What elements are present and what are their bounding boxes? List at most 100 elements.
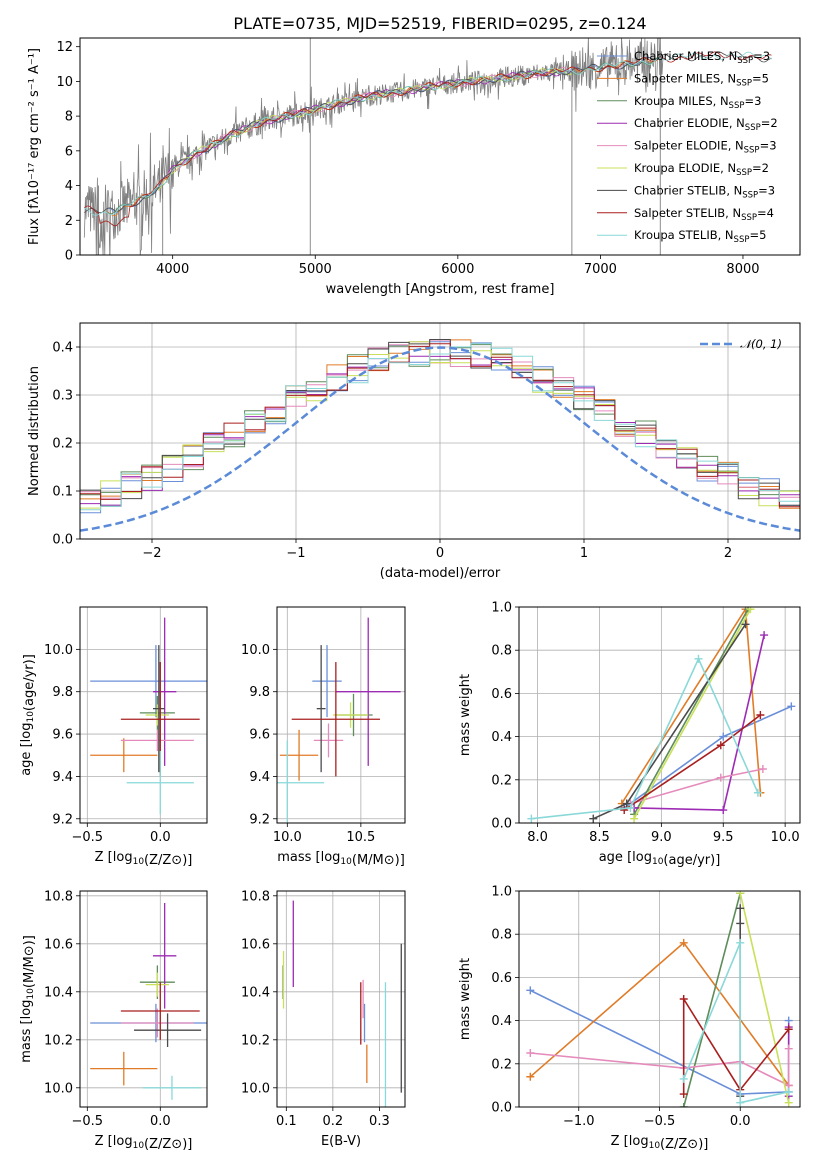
weight-marker [630, 814, 639, 823]
legend-label-name: Kroupa MILES, N [634, 94, 729, 108]
weight-line [739, 893, 790, 1103]
weight-marker [753, 788, 762, 797]
legend-label: Salpeter STELIB, NSSP=4 [634, 206, 774, 223]
y-tick-label: 6 [65, 144, 73, 159]
legend-label-name: Salpeter ELODIE, N [634, 139, 744, 153]
legend-label-suffix: =3 [744, 94, 761, 108]
y-tick-label: 0 [65, 249, 73, 264]
panel-spectrum: 4000 5000 6000 7000 8000 0 2 4 6 8 10 12 wavelength … [27, 14, 801, 297]
y-tick-label: 0.2 [52, 437, 73, 452]
x-tick-label: 10.0 [771, 830, 800, 845]
axes-frame [518, 890, 801, 1108]
y-tick-label: 9.4 [52, 770, 73, 785]
weight-marker [758, 765, 767, 773]
y-tick-label: 10.0 [241, 1081, 270, 1096]
axes-frame [518, 606, 801, 824]
y-tick-label: 10.2 [241, 1033, 270, 1048]
legend-label-sub: SSP [736, 168, 752, 178]
legend-label: Chabrier STELIB, NSSP=3 [634, 183, 775, 200]
x-tick-label: 6000 [441, 262, 474, 277]
weight-marker [694, 654, 703, 663]
panel-weight-vs-Z: −1.0 −0.5 0.0 0.0 0.2 0.4 0.6 0.8 1.0 Z [log10(Z/… [458, 885, 801, 1152]
weight-marker [787, 702, 796, 711]
x-tick-label: −0.5 [644, 1114, 676, 1129]
weight-marker [679, 1103, 688, 1107]
y-tick-label: 9.2 [249, 812, 270, 827]
legend-label-name: Salpeter MILES, N [634, 71, 736, 85]
legend-label-sub: SSP [736, 78, 752, 88]
weight-marker [679, 1074, 688, 1083]
weight-line [682, 996, 790, 1094]
x-tick-label: −0.5 [72, 830, 104, 845]
weight-marker [527, 814, 536, 823]
legend-label-suffix: =3 [758, 183, 775, 197]
y-tick-label: 0.4 [52, 341, 73, 356]
y-tick-label: 0.4 [491, 730, 512, 745]
panel-age-vs-mass: 10.0 10.5 9.2 9.4 9.6 9.8 10.0 mass [log10(M/M⊙… [241, 606, 406, 868]
panel-mass-vs-EBV: 0.1 0.2 0.3 10.0 10.2 10.4 10.6 10.8 E(B-V) [241, 889, 406, 1149]
legend-label-suffix: =3 [753, 49, 770, 63]
legend-label: Salpeter MILES, NSSP=5 [634, 71, 769, 88]
weight-marker [784, 1098, 793, 1107]
x-tick-label: −2 [142, 546, 161, 561]
y-axis-label: mass weight [458, 958, 473, 1040]
legend-label-suffix: =3 [760, 139, 777, 153]
plot-area [80, 339, 800, 532]
x-tick-label: 7000 [584, 262, 617, 277]
y-tick-label: 10.0 [44, 643, 73, 658]
y-tick-label: 12 [56, 40, 73, 55]
weight-marker [736, 1098, 745, 1107]
plot-area [282, 900, 402, 1107]
legend-label-suffix: =5 [749, 228, 766, 242]
y-tick-label: 10.6 [44, 937, 73, 952]
observed-spectrum [83, 38, 664, 255]
y-tick-label: 10 [56, 75, 73, 90]
y-tick-label: 0.2 [491, 1057, 512, 1072]
legend-label: 𝒩(0, 1) [740, 337, 782, 351]
legend-label-sub: SSP [734, 235, 750, 245]
x-axis-label: wavelength [Angstrom, rest frame] [326, 282, 555, 297]
y-tick-label: 0.0 [491, 817, 512, 832]
weight-marker [716, 741, 725, 750]
plot-area [277, 617, 401, 823]
residual-histogram [80, 343, 800, 511]
plot-area [527, 607, 796, 823]
x-tick-label: 1 [580, 546, 588, 561]
weight-line [682, 942, 789, 1104]
panel-age-vs-Z: −0.5 0.0 9.2 9.4 9.6 9.8 10.0 Z [log10(Z/Z⊙)] ag… [19, 606, 208, 868]
legend-label-suffix: =5 [752, 71, 769, 85]
model-spectrum-line [106, 57, 658, 217]
y-tick-label: 10.4 [241, 985, 270, 1000]
x-tick-label: 0.0 [150, 1114, 171, 1129]
panel-residuals: −2 −1 0 1 2 0.0 0.1 0.2 0.3 0.4 (data-model)/error… [27, 322, 801, 581]
legend-label: Chabrier MILES, NSSP=3 [634, 49, 770, 66]
y-axis-label: Normed distribution [27, 366, 42, 496]
y-tick-label: 0.6 [491, 971, 512, 986]
legend-label-name: Chabrier MILES, N [634, 49, 737, 63]
x-tick-label: 0 [436, 546, 444, 561]
legend-label: Kroupa MILES, NSSP=3 [634, 94, 761, 111]
x-axis-label: mass [log10(M/M⊙)] [277, 850, 405, 868]
weight-marker [526, 986, 535, 995]
x-tick-label: 0.1 [276, 1114, 297, 1129]
x-axis-label: (data-model)/error [380, 566, 501, 581]
y-tick-label: 10.8 [44, 889, 73, 904]
x-axis-label: Z [log10(Z/Z⊙)] [611, 1134, 709, 1152]
y-tick-label: 9.6 [249, 728, 270, 743]
x-tick-label: 4000 [156, 262, 189, 277]
x-tick-label: 9.5 [713, 830, 734, 845]
x-tick-label: 8.0 [527, 830, 548, 845]
model-spectrum-line [158, 66, 572, 188]
legend-label: Kroupa STELIB, NSSP=5 [634, 228, 766, 245]
axes-frame [79, 606, 208, 824]
x-tick-label: 2 [724, 546, 732, 561]
axes-frame [79, 322, 801, 540]
y-tick-label: 0.4 [491, 1014, 512, 1029]
model-spectrum-line [84, 51, 772, 227]
y-tick-label: 0.3 [52, 389, 73, 404]
legend-label-suffix: =2 [752, 161, 769, 175]
y-axis-label: Flux [fλ10⁻¹⁷ erg cm⁻² s⁻¹ A⁻¹] [27, 48, 42, 245]
weight-marker [622, 799, 631, 808]
x-axis-label: Z [log10(Z/Z⊙)] [95, 1134, 193, 1152]
